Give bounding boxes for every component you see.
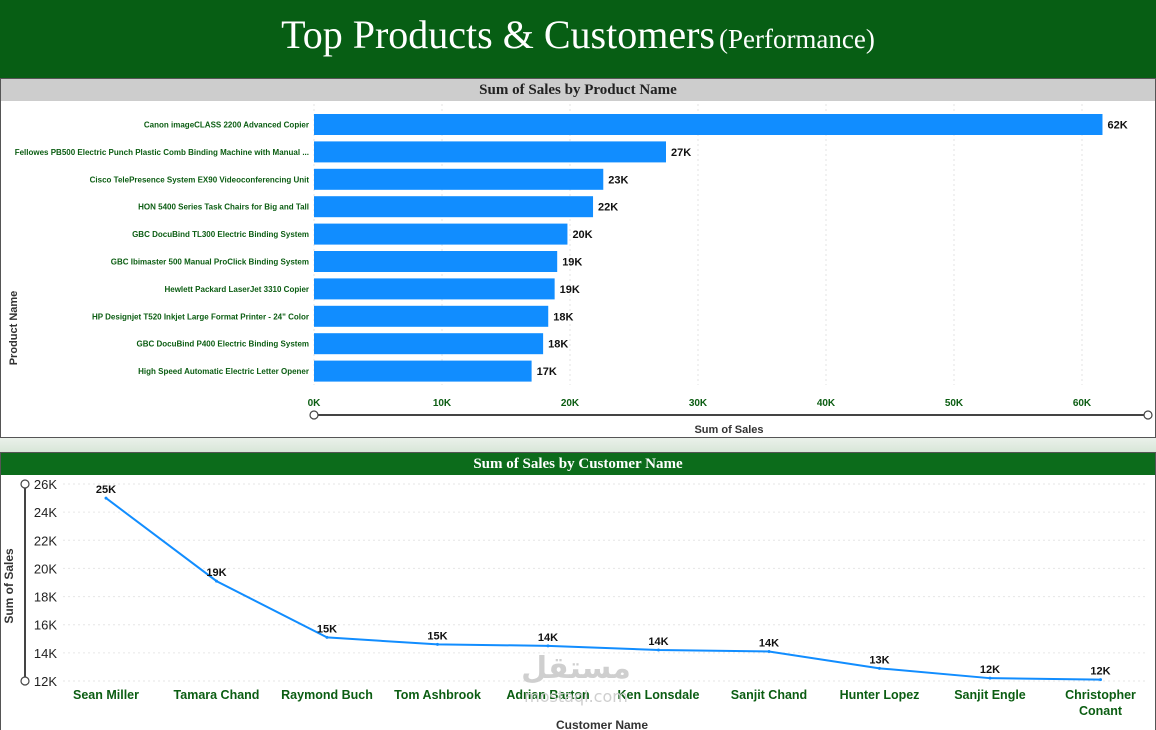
customer-label: Raymond Buch — [281, 688, 373, 702]
line-point — [878, 666, 881, 670]
x-tick-label: 30K — [689, 398, 708, 409]
product-label: Cisco TelePresence System EX90 Videoconf… — [90, 175, 310, 184]
customer-label: Tom Ashbrook — [394, 688, 481, 702]
product-label: HP Designjet T520 Inkjet Large Format Pr… — [92, 312, 309, 321]
product-label: GBC Ibimaster 500 Manual ProClick Bindin… — [111, 258, 309, 267]
line-data-label: 12K — [980, 664, 1000, 676]
line-point — [546, 644, 550, 648]
product-bar-chart: 0K 10K 20K 30K 40K 50K 60K Canon imageCLASS 220… — [8, 104, 1153, 436]
line-point — [436, 642, 439, 646]
product-chart-title: Sum of Sales by Product Name — [1, 79, 1155, 101]
customer-label-line1: Christopher — [1065, 688, 1136, 702]
customer-label-line2: Conant — [1079, 704, 1123, 718]
product-bar — [314, 360, 532, 382]
product-label: GBC DocuBind P400 Electric Binding Syste… — [137, 340, 309, 349]
page-title: Top Products & Customers — [281, 12, 715, 57]
bar-data-label: 19K — [560, 284, 580, 296]
x-tick-label: 40K — [817, 398, 836, 409]
bar-data-label: 20K — [572, 229, 592, 241]
product-bar — [314, 114, 1103, 135]
x-axis-title: Sum of Sales — [694, 424, 763, 436]
y-tick-label: 14K — [34, 646, 57, 661]
line-point — [657, 648, 660, 652]
panel-divider — [0, 438, 1156, 452]
x-axis-title: Customer Name — [556, 718, 648, 730]
product-bar — [314, 278, 555, 300]
bar-data-label: 23K — [608, 174, 628, 186]
bar-data-label: 22K — [598, 202, 618, 214]
x-scroll-handle-left — [309, 410, 319, 420]
line-point — [104, 496, 108, 500]
product-sales-panel: Sum of Sales by Product Name 0K 10K 20K 30K… — [0, 78, 1156, 438]
x-tick-label: 0K — [308, 398, 322, 409]
dashboard-header: Top Products & Customers (Performance) — [0, 0, 1156, 78]
y-tick-label: 22K — [34, 533, 57, 548]
bar-data-label: 18K — [553, 311, 573, 323]
y-scroll-handle-top — [20, 479, 30, 489]
line-data-label: 14K — [648, 636, 668, 648]
bar-data-label: 62K — [1107, 120, 1127, 132]
line-data-label: 14K — [538, 632, 558, 644]
line-data-label: 19K — [206, 567, 226, 579]
line-point — [325, 635, 329, 639]
line-data-label: 12K — [1090, 666, 1110, 678]
line-point — [767, 649, 771, 653]
y-tick-label: 26K — [34, 477, 57, 492]
product-label: High Speed Automatic Electric Letter Ope… — [138, 367, 309, 376]
y-axis-title: Sum of Sales — [2, 548, 16, 624]
customer-label: Ken Lonsdale — [618, 688, 700, 702]
product-bar — [314, 251, 558, 272]
bar-data-label: 18K — [548, 339, 568, 351]
customer-sales-panel: Sum of Sales by Customer Name 12K 14K 16K 1… — [0, 452, 1156, 730]
x-tick-label: 10K — [433, 398, 452, 409]
sales-line — [105, 497, 1101, 681]
y-tick-label: 24K — [34, 505, 57, 520]
customer-label: Sanjit Engle — [954, 688, 1026, 702]
y-tick-label: 18K — [34, 590, 57, 605]
line-point — [215, 579, 218, 583]
product-bar — [314, 305, 549, 327]
product-label: GBC DocuBind TL300 Electric Binding Syst… — [132, 230, 309, 239]
page-subtitle: (Performance) — [718, 24, 875, 54]
product-label: Hewlett Packard LaserJet 3310 Copier — [164, 285, 309, 294]
x-tick-label: 60K — [1073, 398, 1092, 409]
y-axis-title: Product Name — [8, 291, 20, 366]
product-bar — [314, 196, 594, 218]
customer-label: Sanjit Chand — [731, 688, 807, 702]
bar-data-label: 17K — [537, 366, 557, 378]
x-tick-label: 50K — [945, 398, 964, 409]
y-scroll-handle-bottom — [20, 676, 30, 686]
bar-data-label: 19K — [562, 257, 582, 269]
line-data-label: 13K — [869, 654, 889, 666]
line-data-label: 15K — [317, 623, 337, 635]
customer-line-chart: 12K 14K 16K 18K 20K 22K 24K 26K Sum of Sales 25K S… — [2, 477, 1146, 730]
product-label: Fellowes PB500 Electric Punch Plastic Co… — [15, 148, 309, 157]
product-label: HON 5400 Series Task Chairs for Big and … — [138, 203, 309, 212]
x-tick-label: 20K — [561, 398, 580, 409]
product-bar — [314, 141, 666, 163]
customer-chart-title: Sum of Sales by Customer Name — [1, 453, 1155, 475]
line-point — [988, 676, 992, 680]
bar-data-label: 27K — [671, 147, 691, 159]
line-point — [1099, 678, 1102, 682]
customer-label: Sean Miller — [73, 688, 139, 702]
customer-label: Adrian Barton — [506, 688, 589, 702]
x-scroll-handle-right — [1143, 410, 1153, 420]
line-data-label: 15K — [427, 630, 447, 642]
y-tick-label: 12K — [34, 674, 57, 689]
product-bar — [314, 333, 544, 355]
product-label: Canon imageCLASS 2200 Advanced Copier — [144, 121, 309, 130]
y-tick-label: 20K — [34, 561, 57, 576]
customer-label: Tamara Chand — [174, 688, 260, 702]
line-data-label: 14K — [759, 637, 779, 649]
customer-label: Hunter Lopez — [840, 688, 920, 702]
product-bar — [314, 223, 568, 245]
line-data-label: 25K — [96, 484, 116, 496]
product-bar — [314, 168, 604, 190]
y-tick-label: 16K — [34, 618, 57, 633]
